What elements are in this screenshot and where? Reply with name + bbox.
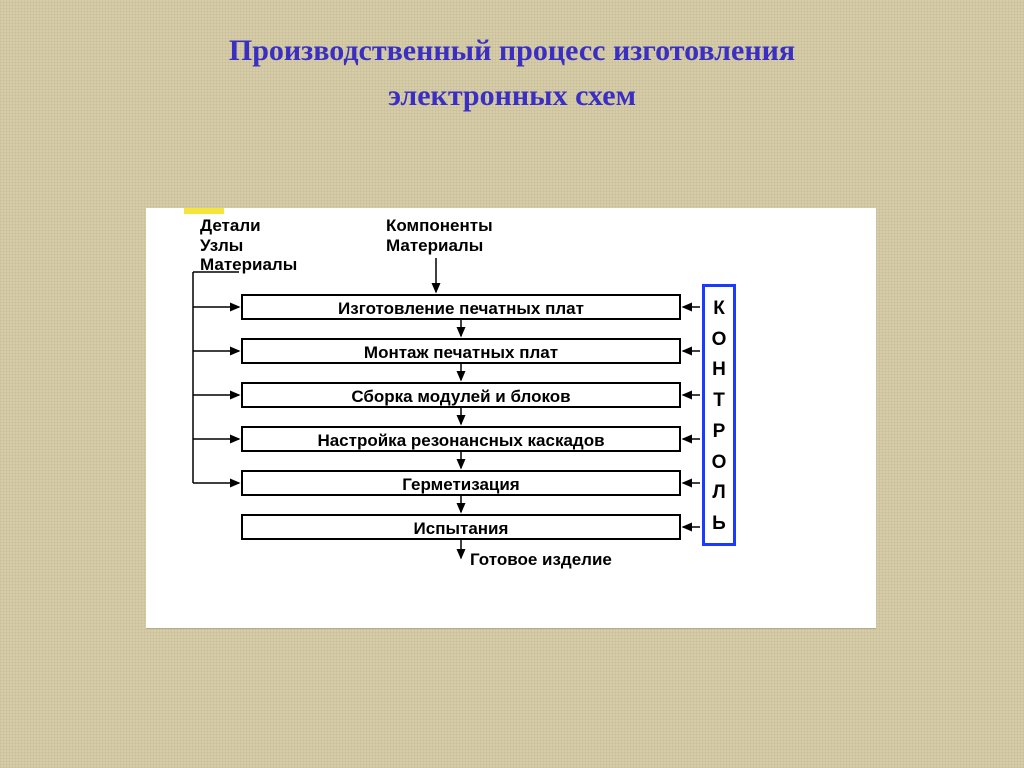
input-center-line2: Материалы: [386, 236, 493, 256]
stage-box-4: Герметизация: [241, 470, 681, 496]
ctrl-char-7: Ь: [705, 508, 733, 539]
stage-label-3: Настройка резонансных каскадов: [317, 431, 604, 450]
stage-label-0: Изготовление печатных плат: [338, 299, 584, 318]
input-left-line1: Детали: [200, 216, 297, 236]
stage-label-1: Монтаж печатных плат: [364, 343, 558, 362]
stage-box-1: Монтаж печатных плат: [241, 338, 681, 364]
title-line2: электронных схем: [388, 79, 636, 112]
input-label-left: Детали Узлы Материалы: [200, 216, 297, 275]
ctrl-char-4: Р: [705, 416, 733, 447]
stage-box-5: Испытания: [241, 514, 681, 540]
ctrl-char-6: Л: [705, 478, 733, 509]
ctrl-char-2: Н: [705, 355, 733, 386]
stage-box-2: Сборка модулей и блоков: [241, 382, 681, 408]
input-label-center: Компоненты Материалы: [386, 216, 493, 255]
stage-box-0: Изготовление печатных плат: [241, 294, 681, 320]
diagram-canvas: Детали Узлы Материалы Компоненты Материа…: [146, 208, 876, 628]
slide-title: Производственный процесс изготовления эл…: [0, 28, 1024, 118]
stage-label-2: Сборка модулей и блоков: [351, 387, 570, 406]
stage-box-3: Настройка резонансных каскадов: [241, 426, 681, 452]
stage-label-5: Испытания: [414, 519, 509, 538]
control-box: К О Н Т Р О Л Ь: [702, 284, 736, 546]
title-line1: Производственный процесс изготовления: [229, 34, 795, 67]
ctrl-char-3: Т: [705, 385, 733, 416]
stage-label-4: Герметизация: [402, 475, 519, 494]
input-center-line1: Компоненты: [386, 216, 493, 236]
output-label: Готовое изделие: [470, 550, 612, 570]
ctrl-char-0: К: [705, 293, 733, 324]
ctrl-char-5: О: [705, 447, 733, 478]
input-left-line3: Материалы: [200, 255, 297, 275]
ctrl-char-1: О: [705, 324, 733, 355]
input-left-line2: Узлы: [200, 236, 297, 256]
